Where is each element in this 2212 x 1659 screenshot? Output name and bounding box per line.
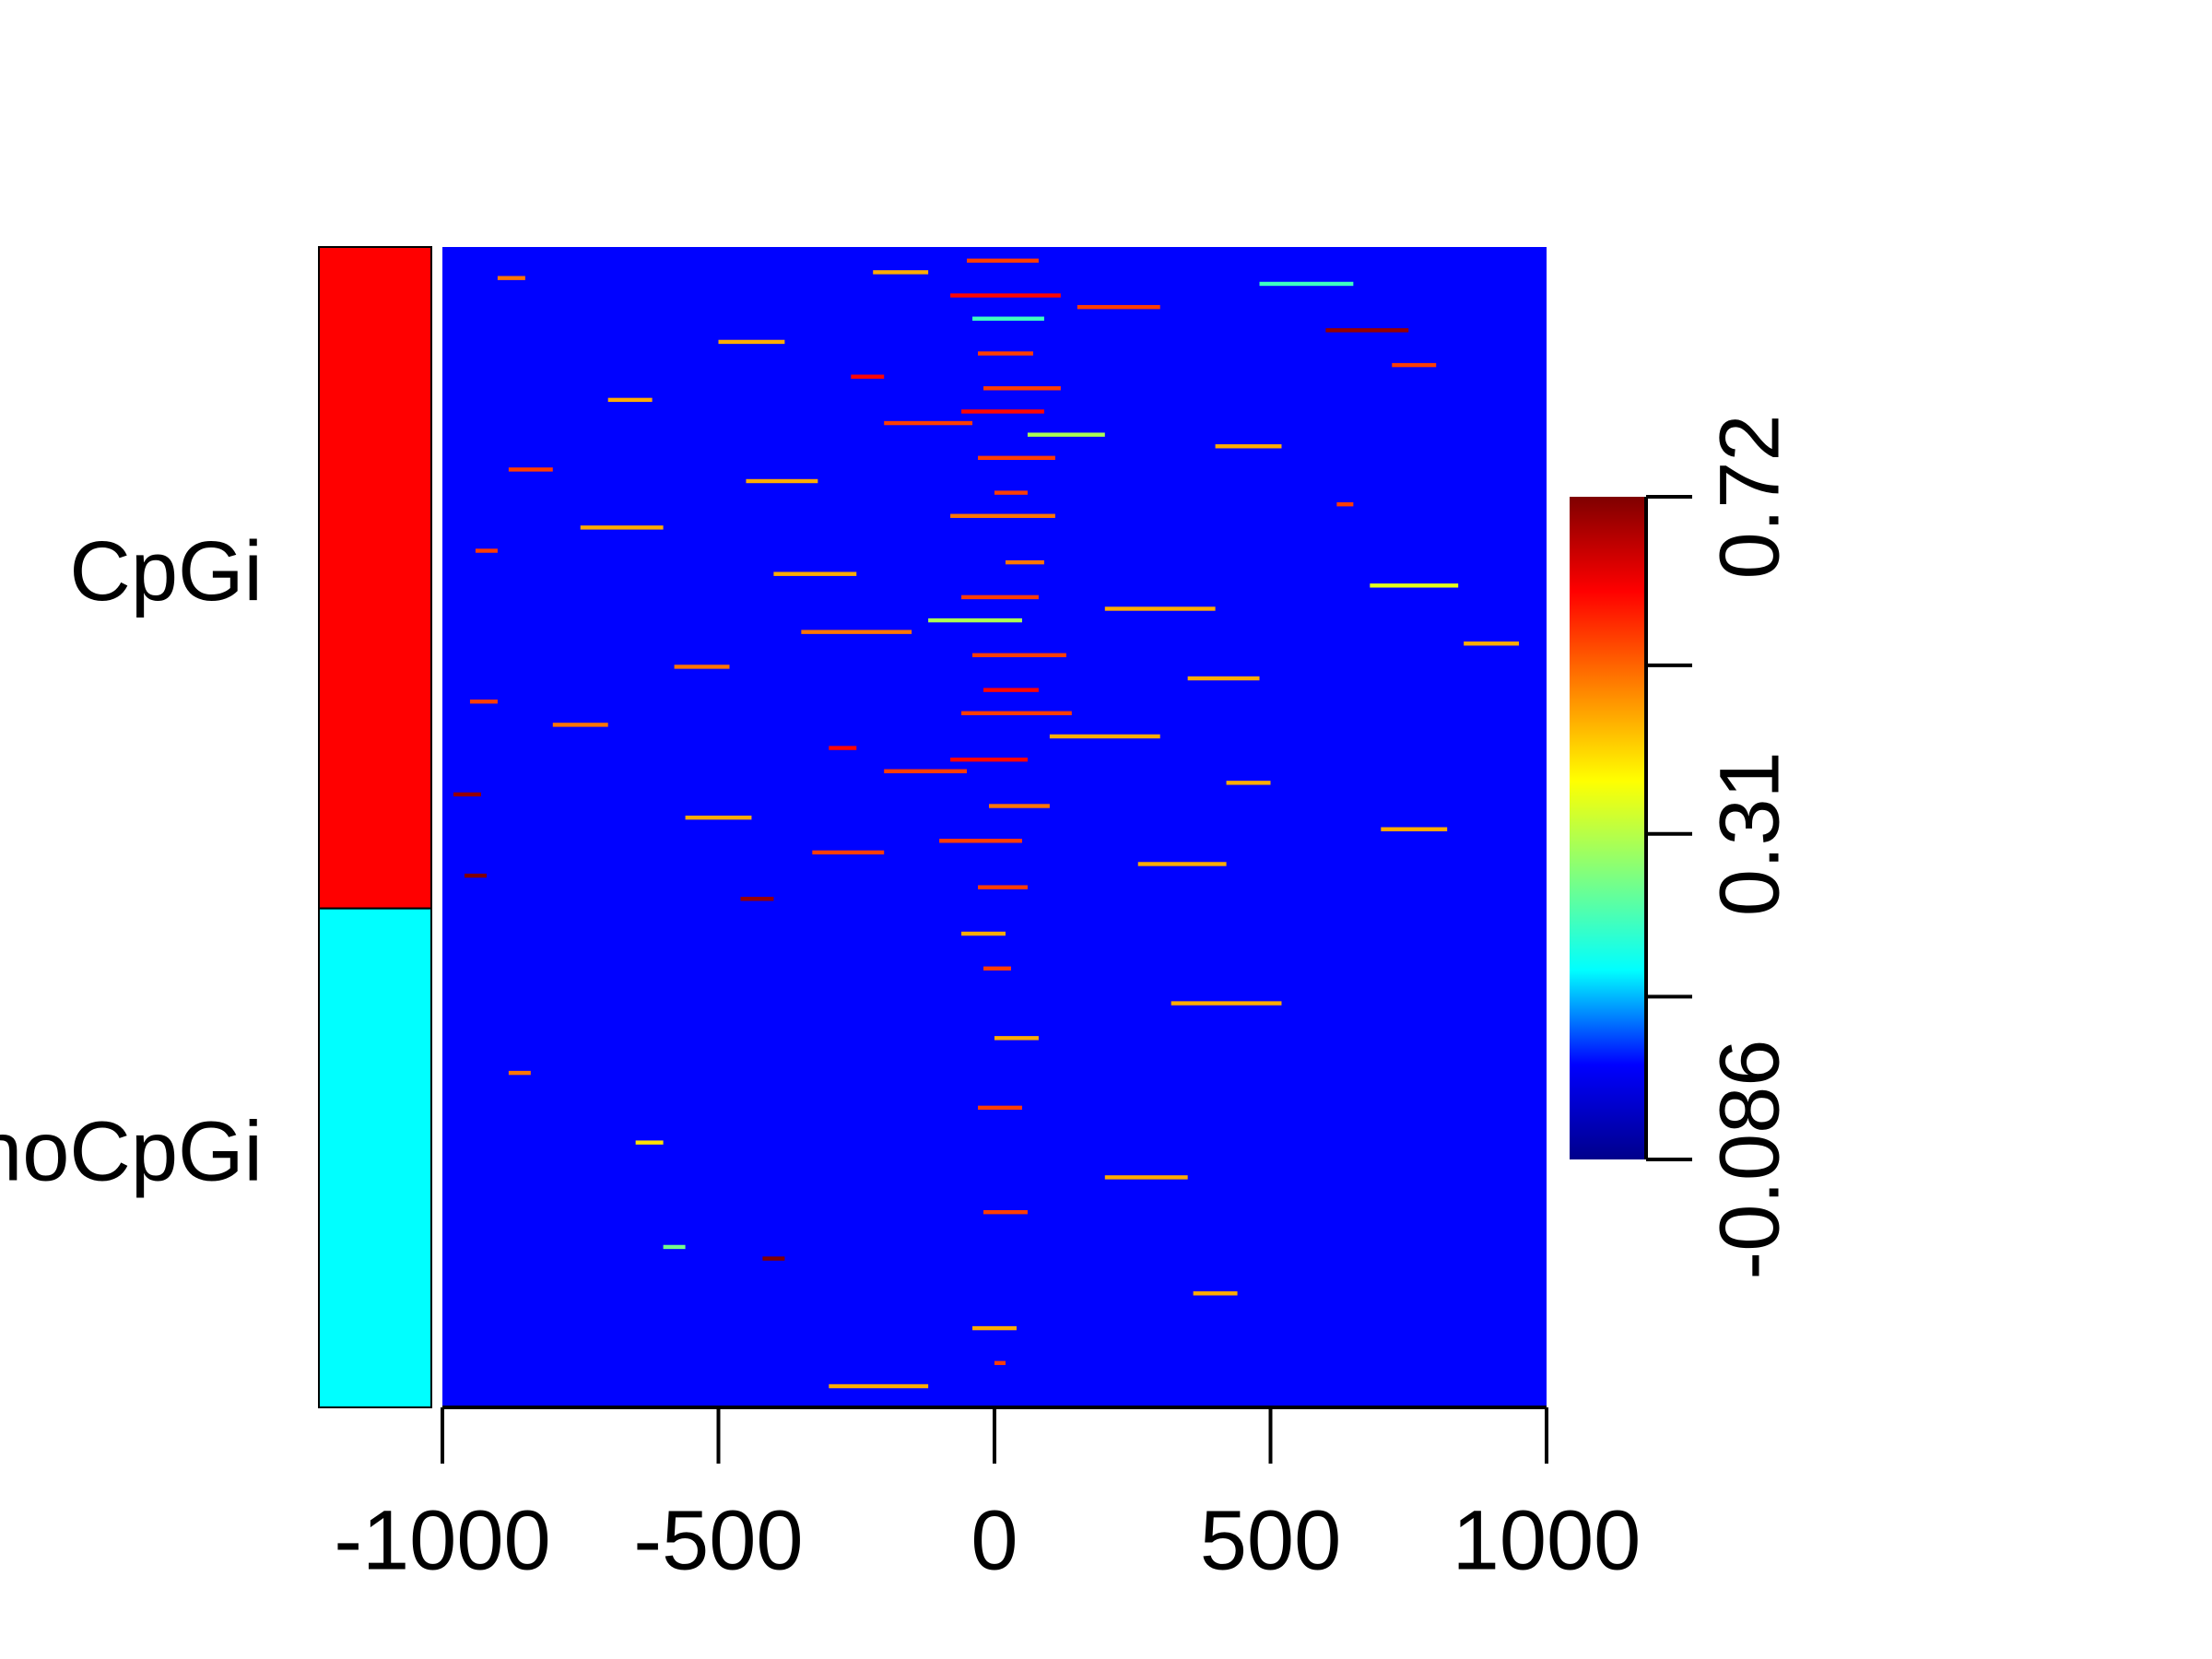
heatmap-segment xyxy=(928,618,1022,623)
heatmap-segment xyxy=(635,1140,664,1145)
heatmap-segment xyxy=(961,931,1006,936)
colorbar-tick-label: 0.31 xyxy=(1702,751,1796,916)
heatmap-segment xyxy=(469,700,498,704)
heatmap-segment xyxy=(989,804,1050,808)
heatmap-segment xyxy=(1104,606,1216,611)
heatmap-segment xyxy=(961,594,1039,600)
heatmap-segment xyxy=(718,339,785,345)
group-bar xyxy=(318,246,432,910)
heatmap-segment xyxy=(983,386,1061,391)
heatmap-segment xyxy=(1005,559,1044,565)
heatmap-segment xyxy=(884,769,968,773)
heatmap-segment xyxy=(1049,734,1160,739)
heatmap-segment xyxy=(1464,641,1520,646)
heatmap-segment xyxy=(607,397,653,403)
heatmap-segment xyxy=(994,1036,1039,1041)
heatmap-segment xyxy=(580,525,664,530)
heatmap-segment xyxy=(978,455,1055,461)
heatmap-segment xyxy=(950,293,1061,298)
heatmap-segment xyxy=(746,478,818,484)
heatmap-segment xyxy=(1077,304,1160,310)
heatmap-segment xyxy=(773,571,857,576)
heatmap-segment xyxy=(1104,1175,1188,1180)
heatmap-segment xyxy=(950,757,1028,762)
heatmap-segment xyxy=(1381,827,1448,831)
heatmap-segment xyxy=(939,839,1022,843)
heatmap-segment xyxy=(829,1383,929,1389)
heatmap-segment xyxy=(508,1070,531,1076)
colorbar-tick-label: 0.72 xyxy=(1702,414,1796,579)
group-label: CpGi xyxy=(69,524,263,618)
heatmap-segment xyxy=(762,1256,785,1261)
heatmap-segment xyxy=(1027,432,1105,437)
heatmap-segment xyxy=(978,885,1028,889)
heatmap-segment xyxy=(950,513,1055,518)
heatmap-segment xyxy=(978,351,1033,356)
group-bar xyxy=(318,907,432,1408)
heatmap-segment xyxy=(740,897,774,901)
heatmap-segment xyxy=(851,374,885,379)
heatmap-segment xyxy=(1215,444,1282,449)
x-tick-label: 500 xyxy=(1200,1493,1342,1587)
heatmap-segment xyxy=(464,873,487,878)
heatmap-segment xyxy=(1336,501,1354,507)
heatmap-segment xyxy=(983,688,1039,692)
heatmap-segment xyxy=(1392,362,1437,368)
heatmap-segment xyxy=(967,258,1039,263)
heatmap-segment xyxy=(497,276,525,280)
heatmap-segment xyxy=(961,711,1072,716)
heatmap-segment xyxy=(508,467,553,472)
heatmap-segment xyxy=(972,316,1044,321)
heatmap-segment xyxy=(1193,1291,1238,1296)
heatmap-segment xyxy=(1325,328,1409,333)
heatmap-segment xyxy=(994,1360,1006,1366)
heatmap-segment xyxy=(475,548,498,553)
heatmap-segment xyxy=(961,409,1044,414)
heatmap-segment xyxy=(983,966,1011,971)
colorbar xyxy=(1570,497,1646,1159)
heatmap-segment xyxy=(453,792,481,797)
heatmap-segment xyxy=(552,723,608,727)
heatmap-segment xyxy=(1259,281,1354,287)
x-tick-label: -500 xyxy=(633,1493,803,1587)
heatmap-segment xyxy=(978,1105,1022,1111)
heatmap-segment xyxy=(873,270,929,275)
x-tick-label: 0 xyxy=(971,1493,1018,1587)
heatmap-segment xyxy=(1187,676,1260,681)
colorbar-tick-label: -0.086 xyxy=(1702,1040,1796,1280)
heatmap-segment xyxy=(1137,862,1227,866)
heatmap-segment xyxy=(1370,583,1459,588)
heatmap-segment xyxy=(972,653,1066,658)
group-label: noCpGi xyxy=(0,1105,263,1199)
heatmap-segment xyxy=(685,815,752,820)
heatmap-segment xyxy=(812,850,885,855)
heatmap-segment xyxy=(829,746,857,750)
heatmap-segment xyxy=(983,1209,1028,1215)
heatmap-segment xyxy=(884,420,973,426)
heatmap-segment xyxy=(663,1244,686,1250)
x-tick-label: 1000 xyxy=(1453,1493,1641,1587)
heatmap-segment xyxy=(674,665,730,669)
heatmap-segment xyxy=(994,490,1028,495)
heatmap-segment xyxy=(801,629,912,634)
x-tick-label: -1000 xyxy=(334,1493,550,1587)
heatmap-segment xyxy=(1226,781,1271,785)
heatmap-segment xyxy=(1171,1001,1282,1006)
heatmap-segment xyxy=(972,1325,1017,1331)
